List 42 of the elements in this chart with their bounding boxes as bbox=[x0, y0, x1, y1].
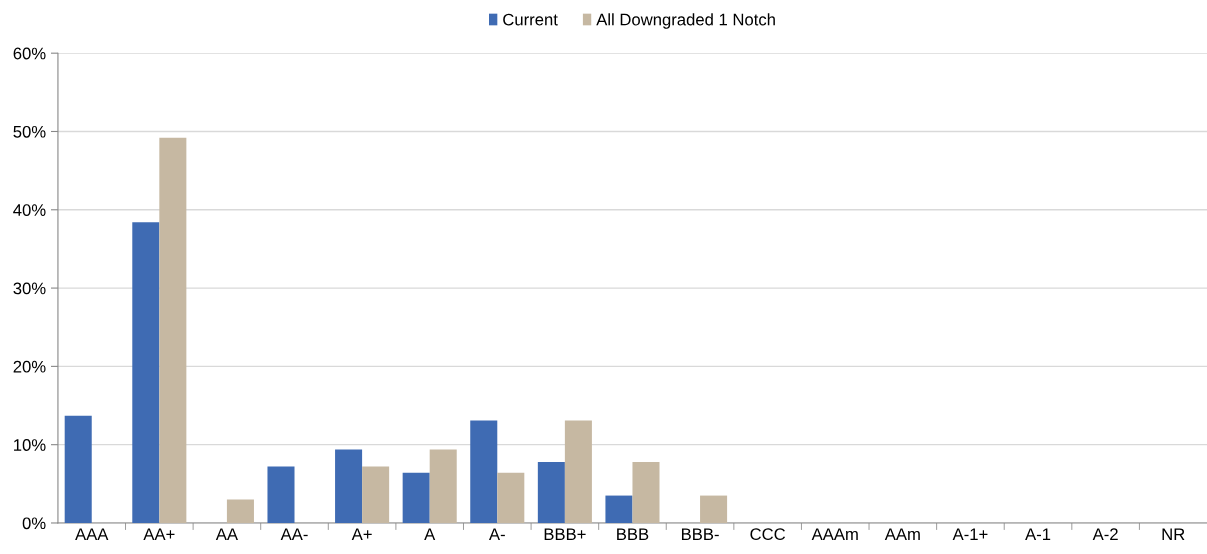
bar bbox=[362, 466, 390, 523]
y-tick-label: 10% bbox=[14, 439, 46, 451]
legend-label: Current bbox=[503, 13, 558, 26]
bar bbox=[335, 449, 363, 523]
x-tick-label: AAm bbox=[884, 528, 920, 540]
bar bbox=[605, 495, 633, 523]
x-tick-label: AA+ bbox=[143, 528, 175, 540]
x-tick-label: BBB- bbox=[681, 528, 719, 540]
y-tick-label: 60% bbox=[13, 47, 46, 60]
bar bbox=[537, 461, 565, 523]
x-tick-label: BBB+ bbox=[544, 528, 586, 540]
bar bbox=[429, 449, 457, 523]
y-tick-label: 20% bbox=[13, 360, 46, 373]
x-tick-label: A+ bbox=[351, 528, 372, 540]
bar bbox=[564, 420, 592, 523]
y-tick-label: 30% bbox=[13, 282, 46, 295]
x-tick-label: AAAm bbox=[811, 528, 858, 540]
bar bbox=[632, 461, 660, 523]
legend-label: All Downgraded 1 Notch bbox=[596, 13, 775, 29]
y-tick-label: 0% bbox=[22, 517, 46, 530]
bar bbox=[497, 472, 525, 523]
bar bbox=[226, 499, 254, 523]
x-tick-label: A- bbox=[488, 528, 505, 540]
bar bbox=[470, 420, 498, 523]
bar bbox=[132, 222, 160, 523]
x-tick-label: BBB bbox=[617, 528, 649, 540]
x-tick-label: A-2 bbox=[1092, 528, 1118, 540]
y-tick-label: 50% bbox=[13, 125, 46, 138]
x-tick-label: A-1 bbox=[1025, 528, 1051, 540]
bar bbox=[64, 415, 92, 523]
x-tick-label: NR bbox=[1162, 528, 1185, 540]
bar bbox=[267, 466, 295, 523]
bar bbox=[700, 495, 728, 523]
x-tick-label: AA bbox=[215, 528, 238, 540]
x-tick-label: AA- bbox=[280, 528, 308, 540]
bar bbox=[159, 137, 187, 523]
x-tick-label: AAA bbox=[75, 528, 109, 540]
x-tick-label: A bbox=[424, 528, 436, 540]
y-tick-label: 40% bbox=[13, 204, 46, 216]
x-tick-label: CCC bbox=[750, 528, 786, 541]
x-tick-label: A-1+ bbox=[952, 528, 988, 540]
bar bbox=[402, 472, 430, 523]
